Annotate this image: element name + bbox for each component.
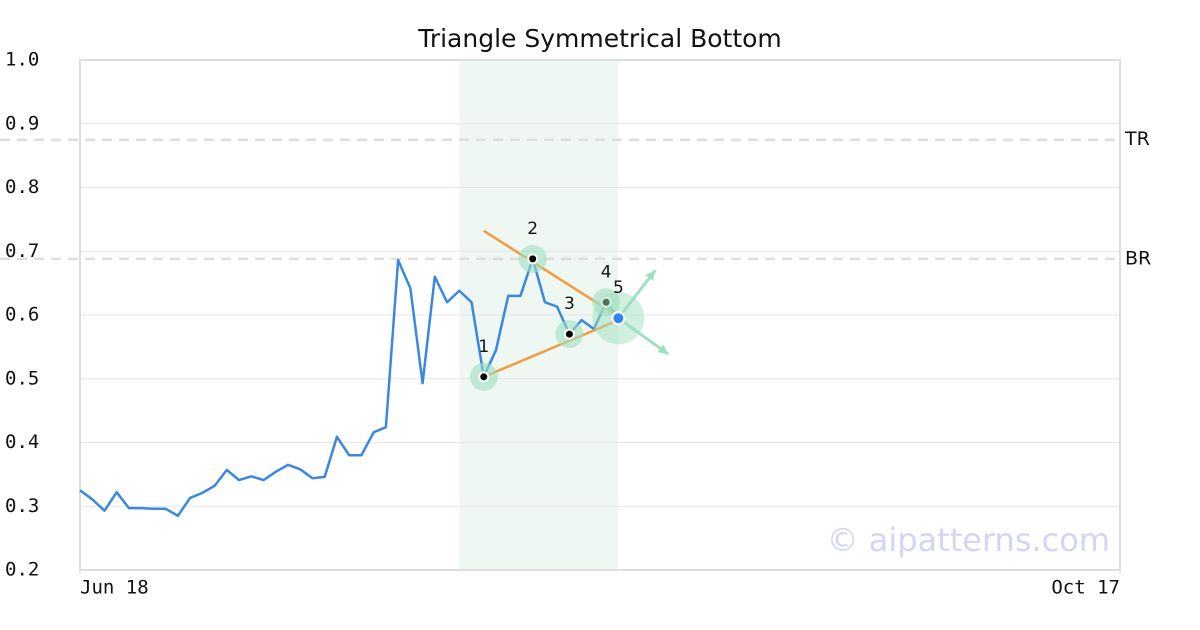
direction-arrow bbox=[617, 269, 657, 320]
x-tick-label: Oct 17 bbox=[1051, 577, 1120, 599]
arrow-head bbox=[657, 344, 669, 355]
y-tick-label: 0.4 bbox=[5, 431, 39, 453]
level-label: TR bbox=[1124, 128, 1150, 150]
pattern-point bbox=[478, 371, 490, 383]
watermark: © aipatterns.com bbox=[827, 521, 1110, 559]
point-label: 2 bbox=[527, 219, 538, 239]
point-label: 4 bbox=[601, 262, 612, 282]
level-label: BR bbox=[1125, 247, 1151, 269]
y-tick-label: 0.7 bbox=[5, 240, 39, 262]
y-tick-label: 0.9 bbox=[5, 112, 39, 134]
y-tick-label: 0.5 bbox=[5, 367, 39, 389]
y-tick-label: 0.6 bbox=[5, 304, 39, 326]
pattern-point bbox=[611, 311, 626, 326]
point-label: 1 bbox=[478, 337, 489, 357]
arrow-head bbox=[645, 270, 656, 281]
chart-title: Triangle Symmetrical Bottom bbox=[417, 24, 782, 53]
x-tick-label: Jun 18 bbox=[80, 577, 149, 599]
pattern-point bbox=[563, 328, 575, 340]
point-label: 5 bbox=[613, 278, 624, 298]
direction-arrow bbox=[617, 316, 670, 356]
pattern-point bbox=[527, 253, 539, 265]
plot-frame bbox=[79, 59, 1121, 571]
y-tick-label: 0.2 bbox=[5, 559, 39, 581]
y-tick-label: 0.8 bbox=[5, 176, 39, 198]
point-label: 3 bbox=[564, 294, 575, 314]
y-tick-label: 0.3 bbox=[5, 495, 39, 517]
y-tick-label: 1.0 bbox=[5, 49, 39, 71]
